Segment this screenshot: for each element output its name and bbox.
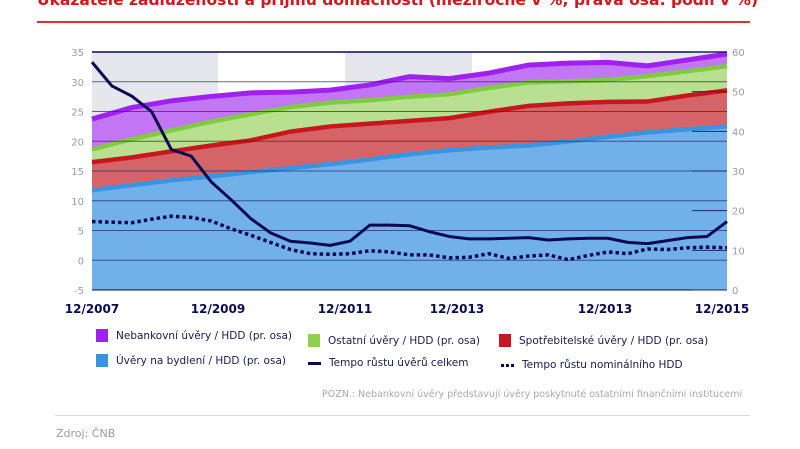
area-housing bbox=[92, 124, 727, 291]
x-axis-tick-label: 12/2007 bbox=[65, 302, 119, 316]
area-consumer bbox=[92, 88, 727, 189]
area-edge-other bbox=[91, 63, 728, 152]
right-axis-tick-label: 60 bbox=[732, 48, 745, 59]
line-credit-growth bbox=[90, 61, 728, 247]
legend-swatch bbox=[96, 354, 108, 367]
legend-housing: Úvěry na bydlení / HDD (pr. osa) bbox=[96, 354, 286, 367]
legend-label: Úvěry na bydlení / HDD (pr. osa) bbox=[116, 354, 286, 367]
legend-other: Ostatní úvěry / HDD (pr. osa) bbox=[308, 334, 480, 347]
area-nonbank bbox=[92, 52, 727, 148]
right-axis-tick-label: 20 bbox=[732, 207, 745, 218]
chart-title: Ukazatele zadluženosti a příjmu domácnos… bbox=[37, 0, 759, 9]
legend-label: Spotřebitelské úvěry / HDD (pr. osa) bbox=[519, 334, 709, 347]
left-axis-tick-label: 5 bbox=[78, 227, 84, 238]
legend-label: Nebankovní úvěry / HDD (pr. osa) bbox=[116, 329, 293, 342]
title-divider bbox=[37, 21, 750, 23]
left-axis-tick-label: 35 bbox=[71, 48, 84, 59]
legend-dotted-icon bbox=[501, 363, 514, 367]
legend-swatch bbox=[308, 334, 320, 347]
legend-consumer: Spotřebitelské úvěry / HDD (pr. osa) bbox=[499, 334, 708, 347]
right-axis-tick-label: 0 bbox=[732, 286, 738, 297]
legend-line-icon bbox=[308, 361, 321, 365]
legend-swatch bbox=[499, 334, 511, 347]
area-edge-housing bbox=[91, 123, 728, 193]
legend-swatch bbox=[96, 329, 108, 342]
area-edge-nonbank bbox=[91, 51, 728, 122]
x-axis-tick-label: 12/2013 bbox=[430, 302, 484, 316]
right-axis-tick-label: 30 bbox=[732, 167, 745, 178]
left-axis-tick-label: 10 bbox=[71, 197, 84, 208]
area-edge-consumer bbox=[91, 87, 728, 165]
chart-note: POZN.: Nebankovní úvěry představují úvěr… bbox=[322, 389, 743, 400]
x-axis-tick-label: 12/2011 bbox=[318, 302, 372, 316]
left-axis-tick-label: 25 bbox=[71, 108, 84, 119]
left-axis-tick-label: 20 bbox=[71, 137, 84, 148]
left-axis-tick-label: 15 bbox=[71, 167, 84, 178]
legend-label: Tempo růstu úvěrů celkem bbox=[329, 357, 469, 369]
left-axis-tick-label: -5 bbox=[74, 286, 84, 297]
line-income-growth bbox=[91, 214, 728, 262]
legend-income-growth: Tempo růstu nominálního HDD bbox=[501, 359, 683, 371]
x-axis-tick-label: 12/2009 bbox=[191, 302, 245, 316]
legend-nonbank: Nebankovní úvěry / HDD (pr. osa) bbox=[96, 329, 292, 342]
source: Zdroj: ČNB bbox=[56, 427, 116, 440]
x-axis-tick-label: 12/2015 bbox=[695, 302, 749, 316]
right-axis-tick-label: 40 bbox=[732, 127, 745, 138]
legend-label: Tempo růstu nominálního HDD bbox=[522, 359, 683, 371]
legend-credit-growth: Tempo růstu úvěrů celkem bbox=[308, 357, 468, 369]
left-axis-tick-label: 0 bbox=[78, 256, 84, 267]
legend-label: Ostatní úvěry / HDD (pr. osa) bbox=[328, 334, 481, 347]
right-axis-tick-label: 10 bbox=[732, 246, 745, 257]
right-axis-tick-label: 50 bbox=[732, 88, 745, 99]
footer-divider bbox=[55, 415, 750, 416]
x-axis-tick-label: 12/2013 bbox=[578, 302, 632, 316]
left-axis-tick-label: 30 bbox=[71, 78, 84, 89]
